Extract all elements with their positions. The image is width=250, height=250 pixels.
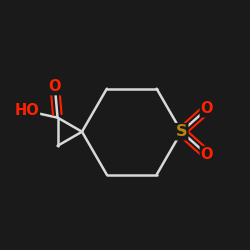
Text: S: S xyxy=(176,124,187,139)
Text: O: O xyxy=(201,147,213,162)
Text: HO: HO xyxy=(14,104,39,118)
Text: O: O xyxy=(48,79,61,94)
Text: O: O xyxy=(201,101,213,116)
